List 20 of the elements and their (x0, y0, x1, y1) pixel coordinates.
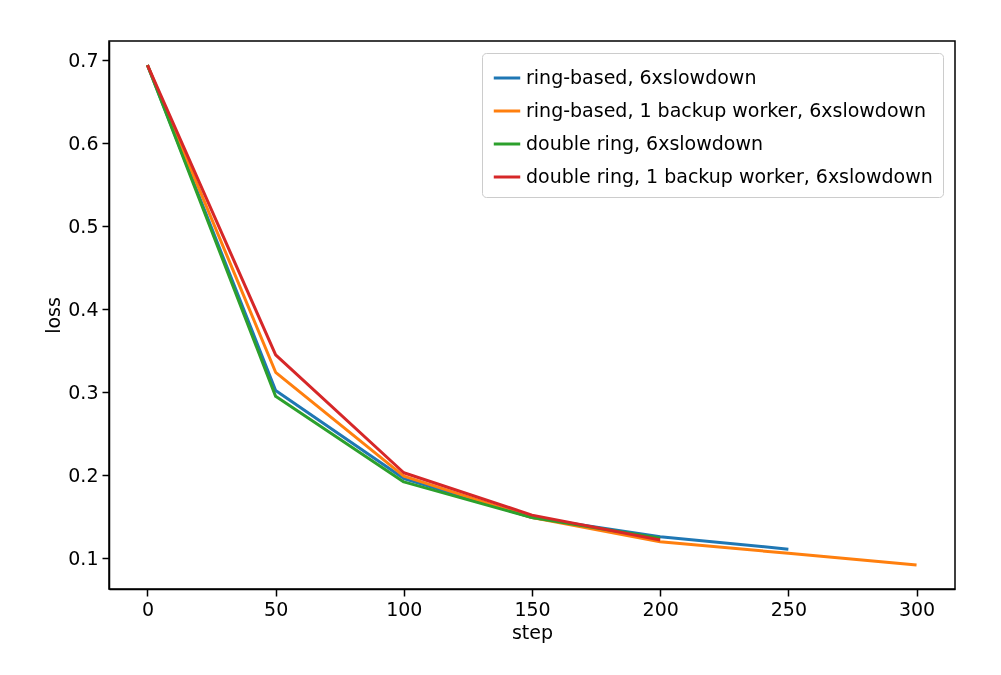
x-tick-label: 300 (898, 597, 936, 620)
legend-label: double ring, 6xslowdown (526, 132, 764, 154)
x-tick-label: 200 (642, 597, 679, 620)
y-tick-label: 0.3 (68, 380, 99, 403)
y-tick-label: 0.7 (68, 48, 99, 71)
y-tick-label: 0.1 (68, 546, 99, 569)
y-tick-label: 0.5 (68, 214, 99, 237)
y-axis-title: loss (42, 297, 65, 334)
legend-label: double ring, 1 backup worker, 6xslowdown (526, 165, 933, 187)
y-tick-label: 0.6 (68, 131, 99, 154)
x-tick-label: 250 (770, 597, 807, 620)
y-tick-label: 0.2 (68, 463, 99, 486)
legend-label: ring-based, 1 backup worker, 6xslowdown (526, 99, 927, 121)
legend-label: ring-based, 6xslowdown (526, 66, 757, 88)
x-axis-title: step (511, 620, 554, 643)
x-tick-label: 50 (264, 597, 289, 620)
y-tick-label: 0.4 (68, 297, 99, 320)
x-tick-label: 100 (386, 597, 423, 620)
x-tick-label: 0 (141, 597, 154, 620)
x-tick-label: 150 (514, 597, 551, 620)
